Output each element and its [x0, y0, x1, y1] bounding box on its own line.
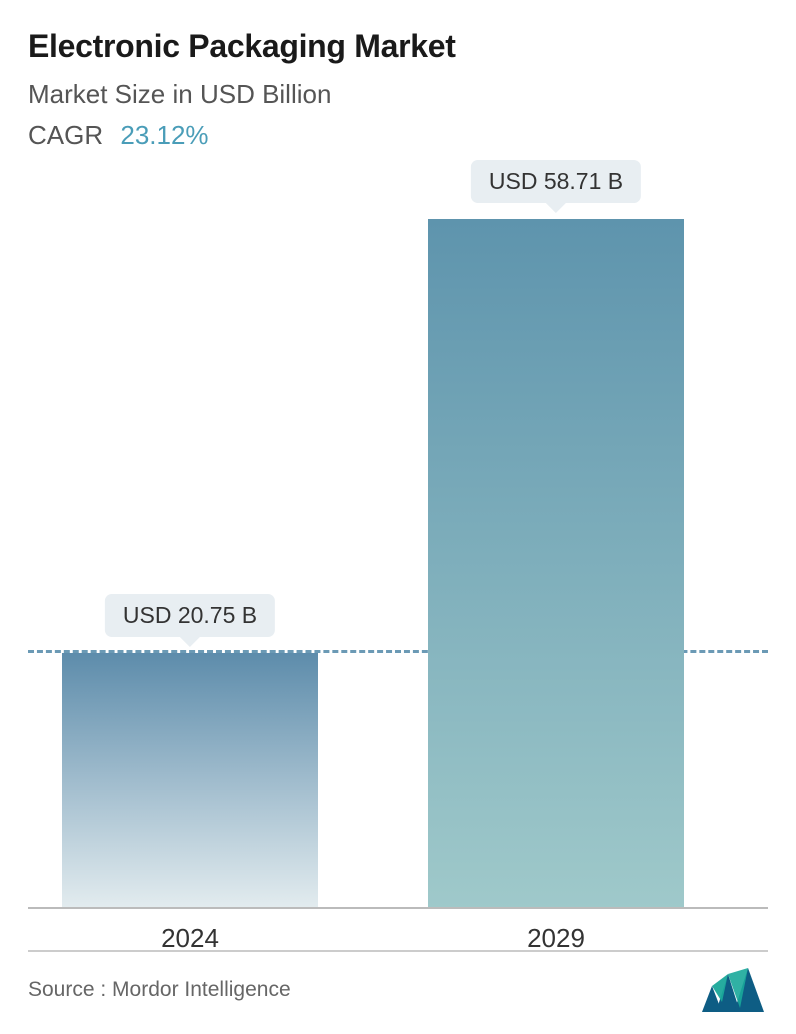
chart-area: USD 20.75 B USD 58.71 B [28, 169, 768, 909]
chart-container: Electronic Packaging Market Market Size … [0, 0, 796, 1034]
bar-2029 [428, 219, 684, 909]
value-label: USD 58.71 B [489, 168, 623, 194]
cagr-value: 23.12% [120, 120, 208, 150]
chart-subtitle: Market Size in USD Billion [28, 79, 768, 110]
value-label: USD 20.75 B [123, 602, 257, 628]
logo-icon [702, 968, 768, 1012]
chart-title: Electronic Packaging Market [28, 28, 768, 65]
cagr-label: CAGR [28, 120, 103, 150]
cagr-row: CAGR 23.12% [28, 120, 768, 151]
source-text: Source : Mordor Intelligence [28, 978, 291, 1002]
value-badge-2029: USD 58.71 B [471, 160, 641, 203]
footer: Source : Mordor Intelligence [28, 950, 768, 1012]
baseline [28, 907, 768, 909]
value-badge-2024: USD 20.75 B [105, 594, 275, 637]
bar-2024 [62, 653, 318, 909]
